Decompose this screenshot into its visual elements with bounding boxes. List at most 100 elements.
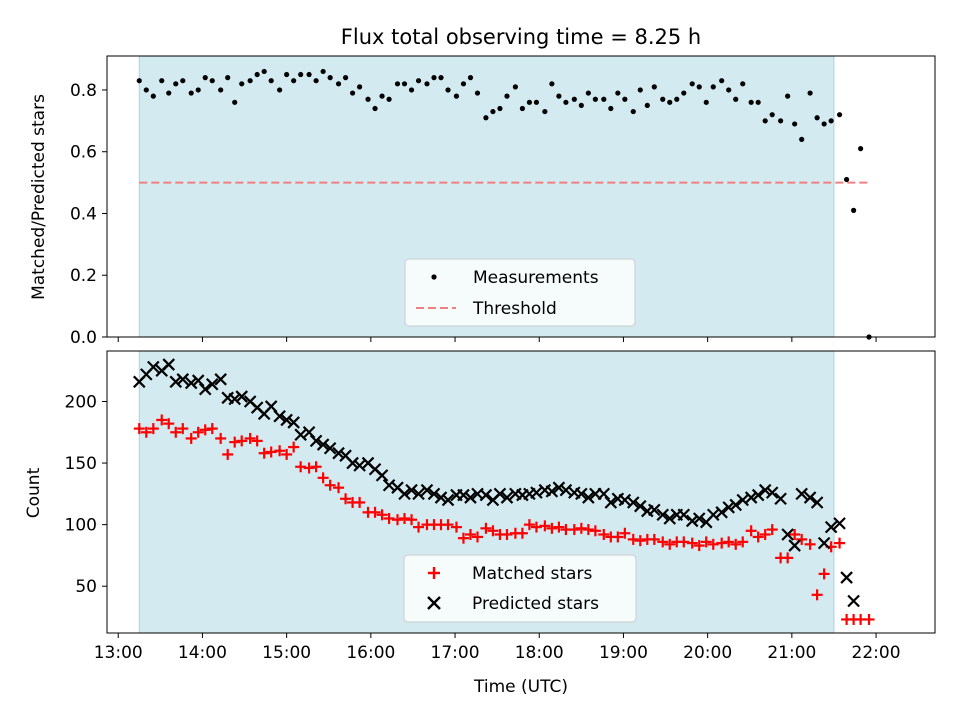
matched-star-point: [215, 432, 227, 444]
bottom-legend: Matched stars Predicted stars: [403, 554, 637, 623]
measurement-point: [284, 71, 290, 78]
measurement-point: [703, 99, 709, 105]
y-tick-label: 0.6: [70, 143, 97, 163]
predicted-stars-series: [133, 358, 860, 608]
predicted-star-point: [788, 539, 801, 552]
matched-star-point: [723, 536, 735, 548]
legend-predicted-label: Predicted stars: [472, 594, 599, 614]
measurement-point: [497, 105, 503, 112]
legend-measurements-label: Measurements: [473, 268, 599, 288]
matched-star-point: [295, 461, 307, 473]
measurement-point: [209, 78, 215, 84]
predicted-star-point: [781, 528, 794, 541]
matched-star-point: [627, 533, 639, 545]
matched-star-point: [648, 533, 660, 545]
y-tick-label: 150: [65, 454, 97, 474]
matched-star-point: [818, 568, 830, 580]
measurement-point: [247, 78, 253, 84]
measurement-point: [357, 84, 363, 90]
matched-star-point: [657, 536, 669, 548]
matched-star-point: [834, 537, 846, 549]
measurement-point: [415, 78, 422, 84]
matched-star-point: [634, 535, 646, 547]
matched-star-point: [177, 423, 189, 435]
matched-star-point: [582, 524, 594, 536]
top-panel: 0.0 0.2 0.4 0.6 0.8 Flux total observing tim…: [29, 25, 936, 348]
matched-star-point: [317, 472, 329, 484]
bottom-panel: 50 100 150 200 13:00 14:00 15:00 16:00 17:00 18:…: [24, 350, 936, 697]
matched-star-point: [686, 537, 698, 549]
measurement-point: [408, 87, 415, 93]
predicted-star-point: [162, 358, 176, 371]
predicted-star-point: [287, 416, 300, 429]
measurement-point: [630, 108, 636, 115]
matched-star-point: [392, 514, 404, 526]
matched-star-point: [523, 519, 535, 531]
measurement-point: [785, 93, 791, 99]
predicted-star-point: [692, 512, 706, 525]
measurement-point: [504, 93, 510, 99]
predicted-star-point: [663, 512, 677, 525]
matched-star-point: [530, 521, 542, 533]
measurement-point: [836, 112, 843, 118]
matched-legend-marker: [428, 567, 440, 579]
measurement-point: [622, 96, 628, 102]
matched-star-point: [730, 538, 742, 550]
matched-star-point: [413, 521, 425, 533]
measurement-point: [851, 207, 857, 213]
measurement-point: [696, 84, 702, 90]
predicted-star-point: [412, 487, 425, 501]
predicted-star-point: [479, 488, 493, 502]
measurement-point: [143, 87, 149, 93]
measurement-point: [394, 81, 401, 87]
matched-star-point: [156, 414, 168, 426]
predicted-star-point: [346, 456, 359, 470]
predicted-star-point: [722, 501, 735, 514]
measurement-point: [342, 75, 349, 81]
measurement-point: [674, 96, 680, 102]
predicted-legend-marker: [427, 596, 441, 610]
predicted-star-point: [810, 496, 824, 509]
matched-star-point: [863, 613, 875, 625]
predicted-star-point: [774, 492, 787, 506]
predicted-star-point: [500, 491, 514, 504]
predicted-star-point: [803, 491, 817, 504]
measurement-point: [519, 105, 526, 112]
measurement-point: [298, 71, 304, 78]
measurement-point: [225, 75, 231, 81]
matched-star-point: [804, 538, 816, 550]
measurement-point: [601, 96, 607, 102]
predicted-star-point: [427, 487, 441, 501]
matched-star-point: [612, 531, 624, 543]
measurement-point: [719, 78, 725, 84]
measurement-point: [651, 84, 657, 90]
measurement-point: [254, 71, 260, 78]
predicted-star-point: [420, 483, 434, 497]
matched-star-point: [782, 552, 794, 564]
predicted-star-point: [824, 520, 838, 534]
matched-star-point: [693, 540, 705, 552]
predicted-star-point: [405, 483, 418, 497]
measurements-legend-marker: [431, 274, 437, 280]
measurement-point: [460, 81, 467, 87]
matched-star-point: [199, 424, 211, 436]
measurement-point: [313, 78, 319, 84]
predicted-star-point: [441, 493, 455, 507]
bottom-legend-box: [403, 554, 637, 623]
measurement-point: [365, 96, 371, 102]
measurement-point: [755, 99, 761, 105]
measurement-point: [556, 93, 562, 99]
matched-star-point: [745, 525, 757, 537]
predicted-star-point: [685, 514, 699, 528]
measurement-point: [637, 87, 643, 93]
predicted-star-point: [198, 382, 212, 396]
x-tick-label: 13:00: [94, 643, 143, 663]
measurement-point: [526, 99, 533, 105]
measurement-point: [762, 118, 768, 124]
matched-star-point: [383, 512, 395, 524]
measurement-point: [733, 96, 739, 102]
measurement-point: [386, 96, 392, 102]
measurement-point: [571, 96, 577, 102]
predicted-star-point: [332, 446, 345, 460]
measurement-point: [268, 78, 274, 84]
